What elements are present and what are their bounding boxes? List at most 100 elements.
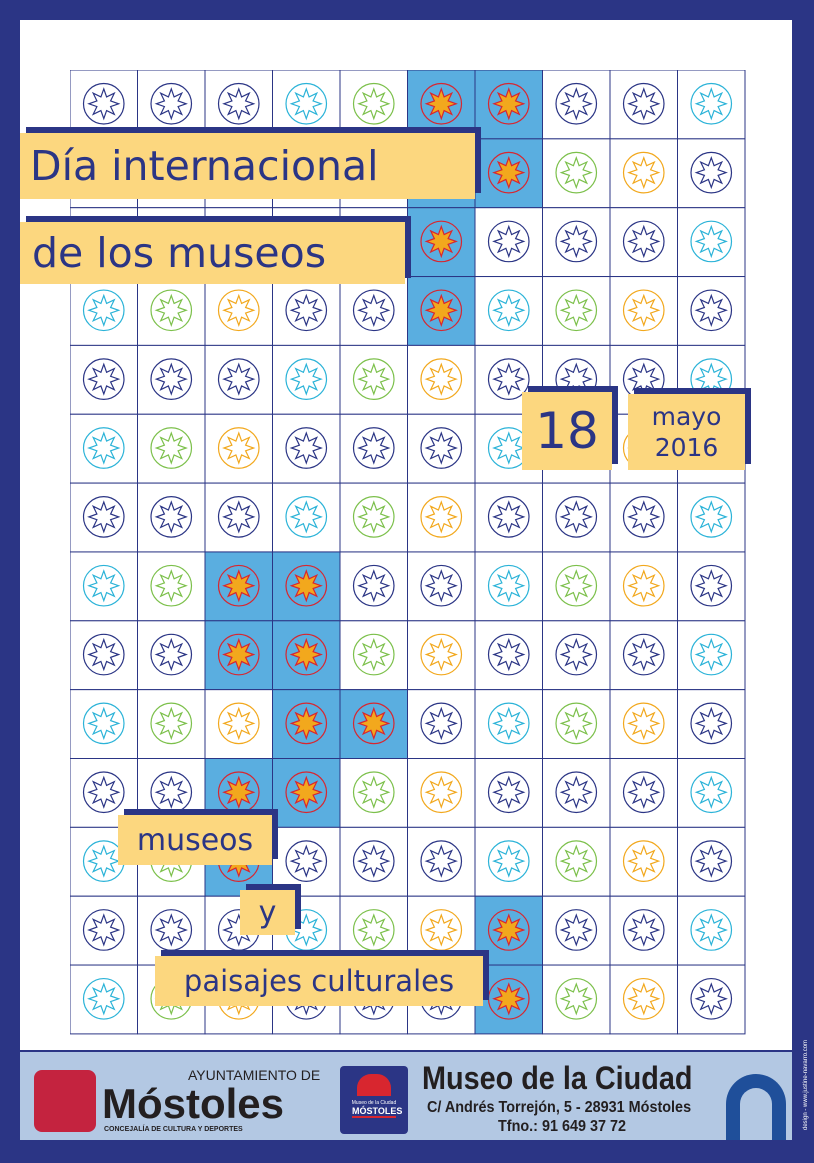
tile-ornament (82, 82, 125, 125)
tile-star (694, 706, 728, 741)
tile-star (222, 637, 256, 672)
tile (70, 482, 138, 553)
tile-star (357, 500, 391, 534)
tile-ornament (285, 496, 328, 538)
tile-ornament (420, 220, 463, 263)
tile (542, 207, 611, 278)
tile-ornament (420, 840, 463, 882)
tile (137, 482, 206, 553)
tile-star (492, 293, 526, 327)
title-line-1: Día internacional (20, 133, 475, 199)
tile (542, 895, 611, 966)
tile-ornament (487, 633, 530, 676)
tile (339, 551, 408, 622)
tile-ornament (555, 702, 598, 745)
tile-ornament (217, 564, 260, 607)
tile-star (357, 775, 391, 809)
tile (407, 551, 476, 622)
museum-arch-logo (726, 1074, 786, 1140)
tile-star (694, 637, 728, 672)
tile-ornament (487, 771, 530, 814)
tile (474, 551, 543, 622)
tile-star (694, 913, 728, 947)
tile-star (492, 224, 526, 259)
tile-ornament (487, 702, 530, 745)
tile-ornament (352, 358, 395, 400)
tile-star (627, 706, 661, 741)
tile-star (492, 982, 526, 1016)
tile (542, 551, 611, 622)
tile-star (87, 87, 121, 121)
tile-ornament (690, 289, 733, 332)
tile-star (694, 362, 728, 396)
tile (339, 344, 408, 415)
tile-star (289, 637, 323, 672)
tile (542, 689, 611, 760)
tile-star (559, 706, 593, 741)
tile-ornament (555, 840, 598, 882)
tile-star (154, 569, 188, 603)
tile-ornament (285, 633, 328, 676)
tile-ornament (352, 82, 395, 125)
tile-star (289, 706, 323, 741)
tile (474, 482, 543, 553)
tile-star (694, 156, 728, 190)
tile-star (357, 706, 391, 741)
mostoles-coat-of-arms-logo (34, 1070, 96, 1132)
tile-star (289, 844, 323, 878)
tile-ornament (352, 702, 395, 745)
tile-ornament (622, 564, 665, 607)
tile (339, 482, 408, 553)
ayto-top: AYUNTAMIENTO DE (188, 1067, 321, 1083)
tile-star (694, 569, 728, 603)
tile-star (424, 569, 458, 603)
tile (677, 689, 746, 760)
tile-ornament (622, 151, 665, 194)
tile-star (559, 637, 593, 672)
tile-ornament (487, 977, 530, 1020)
tile-star (559, 844, 593, 878)
design-credit: design - www.justine-navarro.com (803, 1039, 809, 1130)
tile (204, 276, 273, 346)
tile-ornament (352, 427, 395, 469)
tile (70, 964, 138, 1035)
tile-star (559, 913, 593, 947)
tile (542, 826, 611, 897)
footer: AYUNTAMIENTO DE Móstoles CONCEJALÍA DE C… (20, 1052, 792, 1140)
tile (272, 826, 341, 897)
tile-ornament (352, 633, 395, 676)
tile-ornament (690, 220, 733, 263)
tile-star (424, 224, 458, 259)
tile-star (87, 706, 121, 741)
tile (407, 413, 476, 484)
tile-ornament (420, 289, 463, 332)
tile-star (559, 293, 593, 327)
tile (542, 276, 611, 346)
tile-ornament (487, 82, 530, 125)
tile (339, 276, 408, 346)
tile-ornament (555, 564, 598, 607)
tile-star (559, 775, 593, 809)
tile-star (87, 982, 121, 1016)
tile-star (424, 431, 458, 465)
tile-ornament (555, 151, 598, 194)
tile-star (627, 156, 661, 190)
tile-star (627, 637, 661, 672)
tile-star (87, 844, 121, 878)
tile-ornament (555, 220, 598, 263)
tile-star (559, 362, 593, 396)
tile-star (222, 431, 256, 465)
tile-ornament (622, 220, 665, 263)
tile-ornament (217, 427, 260, 469)
tile-ornament (150, 702, 193, 745)
tile-ornament (622, 633, 665, 676)
tile (609, 482, 678, 553)
tile-star (357, 293, 391, 327)
tile-ornament (622, 840, 665, 882)
tile (609, 964, 678, 1035)
tile-star (424, 775, 458, 809)
tile-ornament (352, 840, 395, 882)
tile (677, 758, 746, 828)
tile-star (222, 569, 256, 603)
tile (677, 964, 746, 1035)
